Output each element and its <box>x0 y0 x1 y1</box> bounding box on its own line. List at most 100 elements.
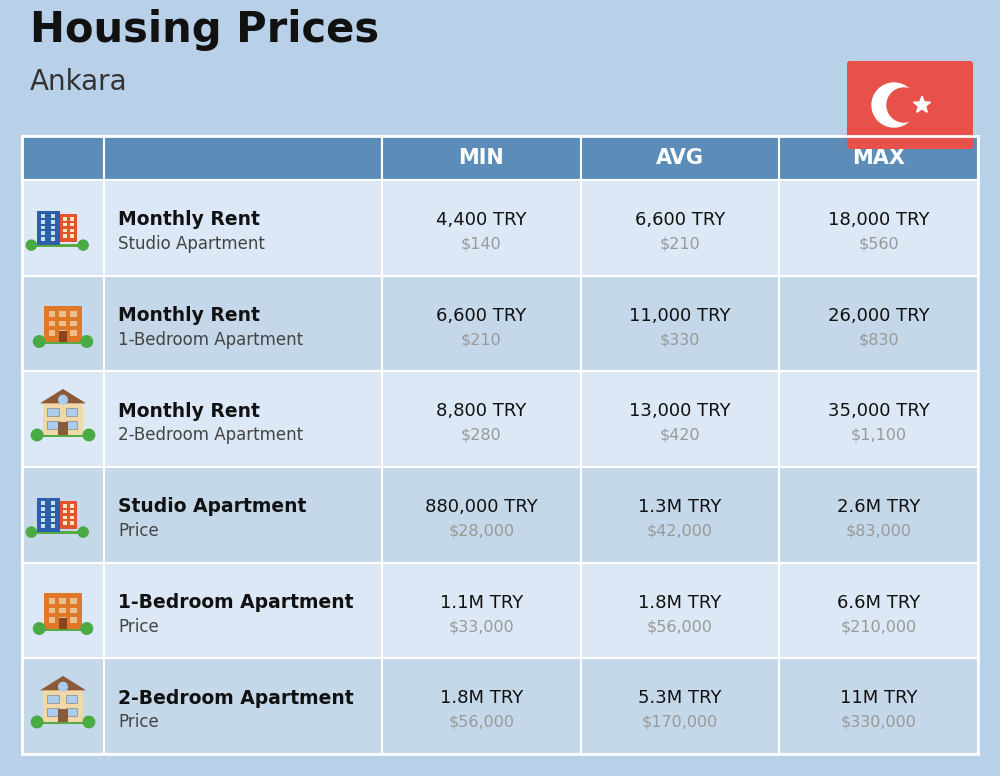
Bar <box>41 513 45 516</box>
Text: 2-Bedroom Apartment: 2-Bedroom Apartment <box>118 688 354 708</box>
Bar <box>63 223 67 227</box>
Circle shape <box>33 336 45 348</box>
Text: 2-Bedroom Apartment: 2-Bedroom Apartment <box>118 426 303 444</box>
Bar <box>59 320 66 327</box>
FancyBboxPatch shape <box>779 658 978 754</box>
Bar <box>70 504 74 508</box>
Text: $140: $140 <box>461 237 502 251</box>
FancyBboxPatch shape <box>382 563 581 658</box>
Text: $830: $830 <box>858 332 899 347</box>
Text: 1.3M TRY: 1.3M TRY <box>638 498 722 516</box>
Bar <box>37 497 60 532</box>
Circle shape <box>26 240 36 250</box>
Text: Price: Price <box>118 618 159 636</box>
Bar <box>44 593 82 629</box>
Circle shape <box>887 88 921 122</box>
Bar <box>37 210 60 245</box>
Text: $1,100: $1,100 <box>851 428 907 442</box>
Bar <box>49 311 55 317</box>
Bar <box>70 229 74 232</box>
Circle shape <box>78 240 88 250</box>
FancyBboxPatch shape <box>581 372 779 467</box>
FancyBboxPatch shape <box>104 658 382 754</box>
Bar <box>49 617 55 622</box>
Text: $210: $210 <box>461 332 502 347</box>
FancyBboxPatch shape <box>847 61 973 149</box>
Text: 2.6M TRY: 2.6M TRY <box>837 498 920 516</box>
Text: $33,000: $33,000 <box>448 619 514 634</box>
Bar <box>59 598 66 604</box>
Text: 11M TRY: 11M TRY <box>840 689 917 707</box>
Circle shape <box>59 682 67 691</box>
FancyBboxPatch shape <box>581 180 779 275</box>
Text: $170,000: $170,000 <box>642 715 718 729</box>
Bar <box>47 708 59 716</box>
Text: Monthly Rent: Monthly Rent <box>118 306 260 325</box>
FancyBboxPatch shape <box>581 563 779 658</box>
Bar <box>43 691 83 722</box>
Text: 1.1M TRY: 1.1M TRY <box>440 594 523 611</box>
FancyBboxPatch shape <box>22 180 104 275</box>
Bar <box>70 330 77 336</box>
Text: 1-Bedroom Apartment: 1-Bedroom Apartment <box>118 593 354 612</box>
FancyBboxPatch shape <box>382 136 581 180</box>
Bar <box>59 608 66 613</box>
Bar <box>36 435 90 437</box>
Polygon shape <box>913 96 931 113</box>
Bar <box>63 521 67 525</box>
Bar <box>41 220 45 223</box>
Bar <box>58 422 68 435</box>
Bar <box>37 628 89 631</box>
FancyBboxPatch shape <box>779 467 978 563</box>
Text: 1-Bedroom Apartment: 1-Bedroom Apartment <box>118 331 303 348</box>
Bar <box>70 320 77 327</box>
Text: $28,000: $28,000 <box>448 523 514 539</box>
Text: 26,000 TRY: 26,000 TRY <box>828 307 929 324</box>
Circle shape <box>872 83 916 127</box>
Bar <box>70 515 74 519</box>
Text: 6.6M TRY: 6.6M TRY <box>837 594 920 611</box>
Bar <box>66 421 77 429</box>
Bar <box>49 330 55 336</box>
Bar <box>63 515 67 519</box>
Bar <box>28 532 86 534</box>
Bar <box>59 331 67 341</box>
Circle shape <box>59 396 67 404</box>
Text: 1.8M TRY: 1.8M TRY <box>440 689 523 707</box>
FancyBboxPatch shape <box>779 372 978 467</box>
Bar <box>41 214 45 218</box>
Bar <box>41 518 45 522</box>
Text: $560: $560 <box>858 237 899 251</box>
FancyBboxPatch shape <box>104 136 382 180</box>
Bar <box>43 404 83 435</box>
Text: $330: $330 <box>660 332 700 347</box>
Circle shape <box>31 429 43 441</box>
Text: $330,000: $330,000 <box>841 715 917 729</box>
FancyBboxPatch shape <box>382 467 581 563</box>
Bar <box>28 244 86 248</box>
Bar <box>41 525 45 528</box>
Text: $56,000: $56,000 <box>448 715 514 729</box>
Text: $56,000: $56,000 <box>647 619 713 634</box>
Bar <box>70 223 74 227</box>
Bar <box>66 407 77 416</box>
Bar <box>51 226 55 229</box>
FancyBboxPatch shape <box>104 372 382 467</box>
Bar <box>51 507 55 511</box>
Text: $280: $280 <box>461 428 502 442</box>
Text: 13,000 TRY: 13,000 TRY <box>629 402 731 420</box>
Bar <box>70 521 74 525</box>
Circle shape <box>83 716 95 728</box>
Text: 11,000 TRY: 11,000 TRY <box>629 307 731 324</box>
Bar <box>51 231 55 235</box>
Polygon shape <box>40 389 86 404</box>
FancyBboxPatch shape <box>382 275 581 372</box>
Bar <box>51 525 55 528</box>
FancyBboxPatch shape <box>382 372 581 467</box>
Bar <box>36 721 90 724</box>
Bar <box>51 501 55 504</box>
Bar <box>51 513 55 516</box>
Bar <box>47 695 59 703</box>
FancyBboxPatch shape <box>104 467 382 563</box>
Bar <box>37 341 89 344</box>
